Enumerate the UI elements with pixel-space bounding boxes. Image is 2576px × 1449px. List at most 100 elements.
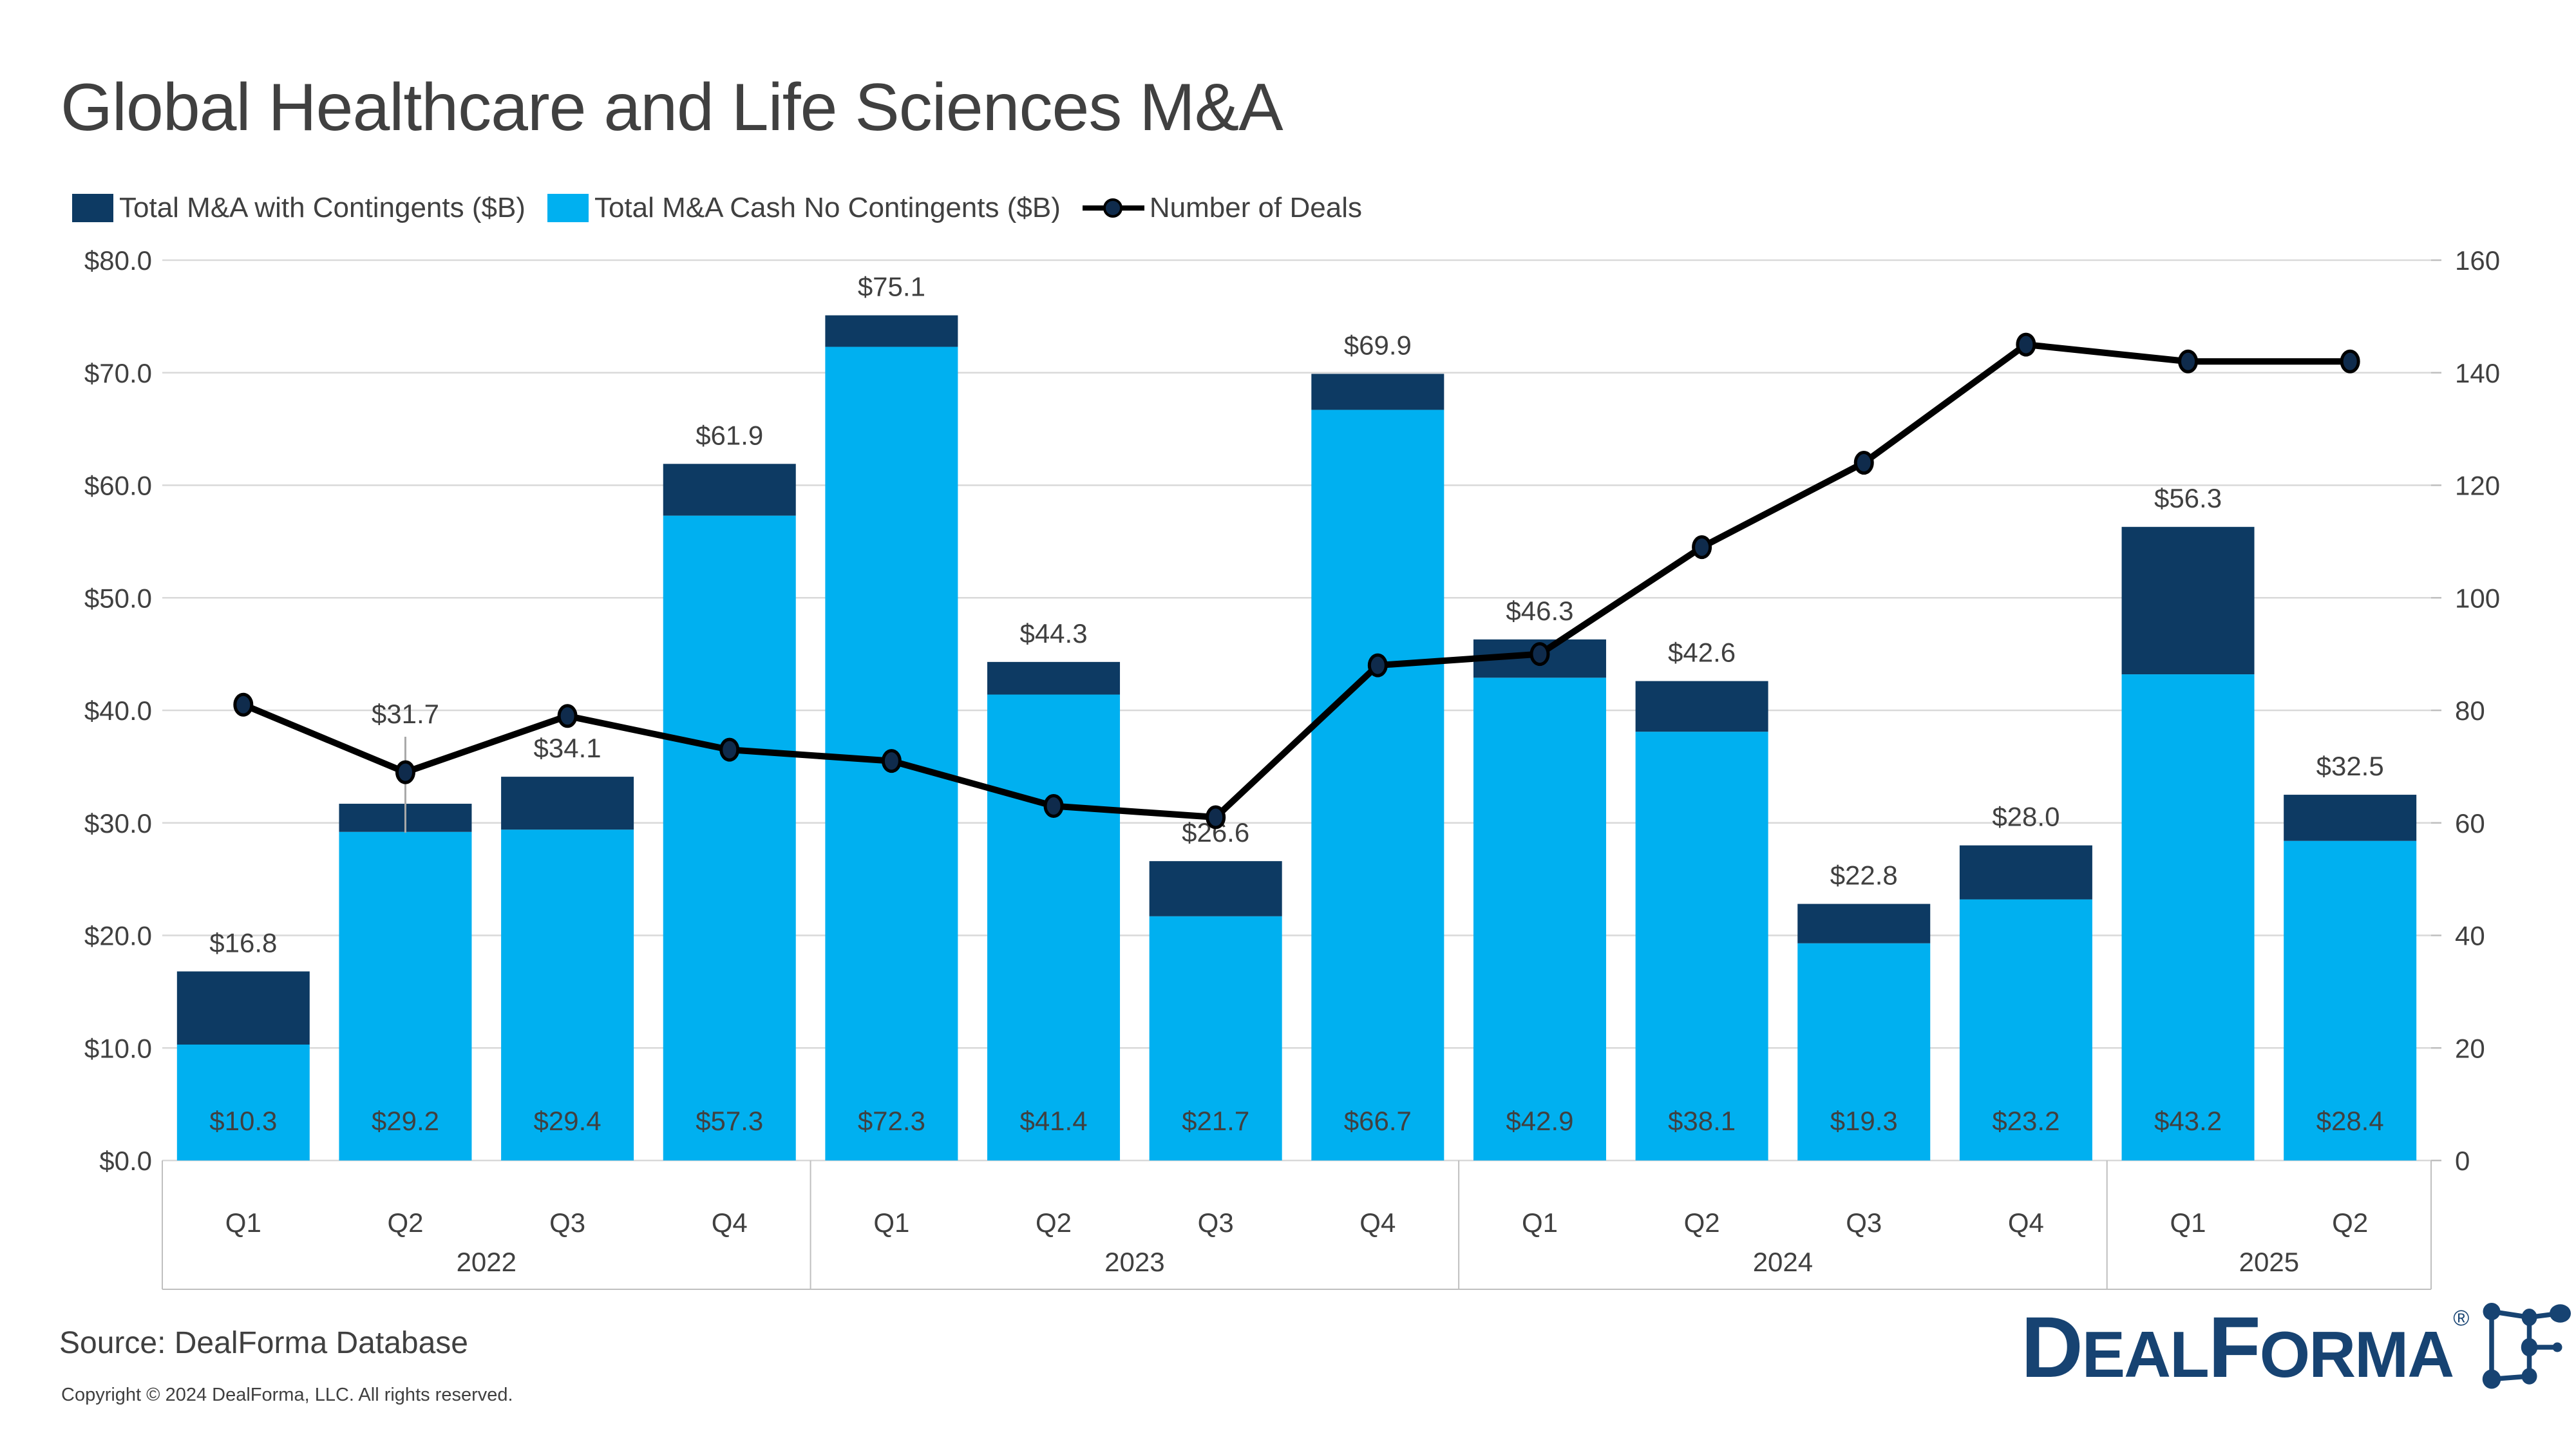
left-axis-tick-label: $20.0 — [84, 921, 152, 951]
deals-marker — [557, 704, 578, 728]
bar-cash-segment — [1149, 916, 1282, 1160]
quarter-label: Q4 — [1359, 1208, 1396, 1238]
deals-marker — [881, 749, 902, 773]
bar-contingent-segment — [176, 971, 310, 1045]
cyan-square-swatch-icon — [547, 194, 589, 222]
bar-contingent-segment — [1149, 861, 1282, 916]
legend-item-contingents: Total M&A with Contingents ($B) — [72, 192, 526, 224]
quarter-label: Q4 — [2008, 1208, 2044, 1238]
bar-contingent-segment — [825, 315, 958, 347]
left-axis-tick-label: $10.0 — [84, 1033, 152, 1063]
bar-cash-segment — [1635, 732, 1768, 1160]
quarter-label: Q1 — [2170, 1208, 2206, 1238]
deals-line — [240, 341, 2354, 821]
bar-cash-segment — [2284, 840, 2417, 1160]
bar-cash-label: $19.3 — [1830, 1106, 1898, 1136]
deals-marker — [395, 760, 415, 784]
source-note: Source: DealForma Database — [59, 1326, 468, 1360]
right-axis-tick-label: 60 — [2455, 808, 2485, 838]
deals-marker — [1530, 642, 1550, 667]
legend-item-deals: Number of Deals — [1082, 192, 1362, 224]
left-axis-tick-label: $30.0 — [84, 808, 152, 838]
left-axis-tick-label: $40.0 — [84, 696, 152, 726]
year-label: 2024 — [1753, 1247, 1813, 1277]
bar-cash-label: $43.2 — [2154, 1106, 2222, 1136]
quarter-label: Q2 — [1036, 1208, 1072, 1238]
quarter-label: Q4 — [712, 1208, 748, 1238]
quarter-label: Q2 — [1684, 1208, 1720, 1238]
year-label: 2022 — [457, 1247, 516, 1277]
bar-cash-label: $23.2 — [1992, 1106, 2060, 1136]
bar-total-label: $46.3 — [1506, 596, 1573, 626]
bar-cash-segment — [987, 694, 1121, 1160]
dealforma-logo-wordmark: DEALFORMA® — [2021, 1300, 2469, 1396]
bar-cash-label: $72.3 — [858, 1106, 925, 1136]
bar-cash-segment — [1797, 943, 1931, 1160]
bar-total-label: $34.1 — [534, 733, 601, 763]
deals-marker — [1206, 805, 1226, 829]
bar-cash-label: $66.7 — [1344, 1106, 1412, 1136]
bar-contingent-segment — [1311, 374, 1444, 410]
quarter-label: Q1 — [1522, 1208, 1558, 1238]
quarter-label: Q3 — [1846, 1208, 1882, 1238]
bar-total-label: $69.9 — [1344, 330, 1412, 360]
bar-cash-label: $21.7 — [1182, 1106, 1249, 1136]
bar-cash-segment — [339, 831, 472, 1160]
bar-contingent-segment — [2284, 795, 2417, 841]
quarter-label: Q2 — [2332, 1208, 2368, 1238]
bar-contingent-segment — [987, 661, 1121, 695]
bar-contingent-segment — [1797, 904, 1931, 943]
deals-marker — [1043, 794, 1064, 819]
bar-cash-label: $38.1 — [1668, 1106, 1736, 1136]
quarter-label: Q1 — [873, 1208, 909, 1238]
bar-total-label: $22.8 — [1830, 860, 1898, 891]
bar-cash-segment — [1959, 899, 2092, 1160]
deals-marker — [719, 737, 740, 762]
bar-cash-segment — [176, 1045, 310, 1160]
left-axis-tick-label: $50.0 — [84, 583, 152, 613]
bar-cash-label: $10.3 — [209, 1106, 277, 1136]
bar-total-label: $44.3 — [1019, 618, 1087, 649]
quarter-label: Q3 — [549, 1208, 585, 1238]
legend-label-contingents: Total M&A with Contingents ($B) — [119, 192, 526, 223]
deals-marker — [2016, 332, 2036, 357]
year-label: 2023 — [1104, 1247, 1164, 1277]
bar-contingent-segment — [1635, 681, 1768, 732]
bar-contingent-segment — [2121, 527, 2255, 675]
left-axis-tick-label: $70.0 — [84, 358, 152, 388]
bar-total-label: $16.8 — [209, 927, 277, 958]
bar-total-label: $42.6 — [1668, 638, 1736, 668]
bar-total-label: $28.0 — [1992, 802, 2060, 832]
bar-contingent-segment — [1959, 845, 2092, 900]
bar-cash-label: $41.4 — [1019, 1106, 1087, 1136]
quarter-label: Q2 — [387, 1208, 423, 1238]
deals-marker — [1853, 451, 1874, 475]
year-label: 2025 — [2239, 1247, 2299, 1277]
bar-cash-segment — [663, 515, 796, 1160]
right-axis-tick-label: 120 — [2455, 471, 2500, 501]
bar-cash-segment — [2121, 674, 2255, 1160]
legend-label-cash: Total M&A Cash No Contingents ($B) — [594, 192, 1061, 223]
bar-cash-label: $29.2 — [372, 1106, 439, 1136]
right-axis-tick-label: 0 — [2455, 1146, 2470, 1176]
right-axis-tick-label: 100 — [2455, 583, 2500, 613]
bar-total-label: $32.5 — [2316, 751, 2384, 781]
bar-cash-label: $29.4 — [534, 1106, 601, 1136]
legend-item-cash: Total M&A Cash No Contingents ($B) — [547, 192, 1061, 224]
chart-title: Global Healthcare and Life Sciences M&A — [61, 70, 1283, 145]
chart-legend: Total M&A with Contingents ($B) Total M&… — [72, 192, 1384, 224]
right-axis-tick-label: 40 — [2455, 921, 2485, 951]
left-axis-tick-label: $0.0 — [99, 1146, 152, 1176]
bar-cash-label: $42.9 — [1506, 1106, 1573, 1136]
bar-contingent-segment — [501, 777, 634, 830]
bar-total-label: $61.9 — [696, 420, 763, 450]
bar-cash-segment — [501, 829, 634, 1160]
navy-square-swatch-icon — [72, 194, 113, 222]
deals-marker — [2178, 349, 2199, 374]
dealforma-network-icon — [2483, 1303, 2571, 1389]
quarter-label: Q3 — [1198, 1208, 1234, 1238]
bar-cash-segment — [1473, 677, 1606, 1160]
deals-marker — [2340, 349, 2360, 374]
dealforma-logo: DEALFORMA® — [2021, 1302, 2571, 1394]
